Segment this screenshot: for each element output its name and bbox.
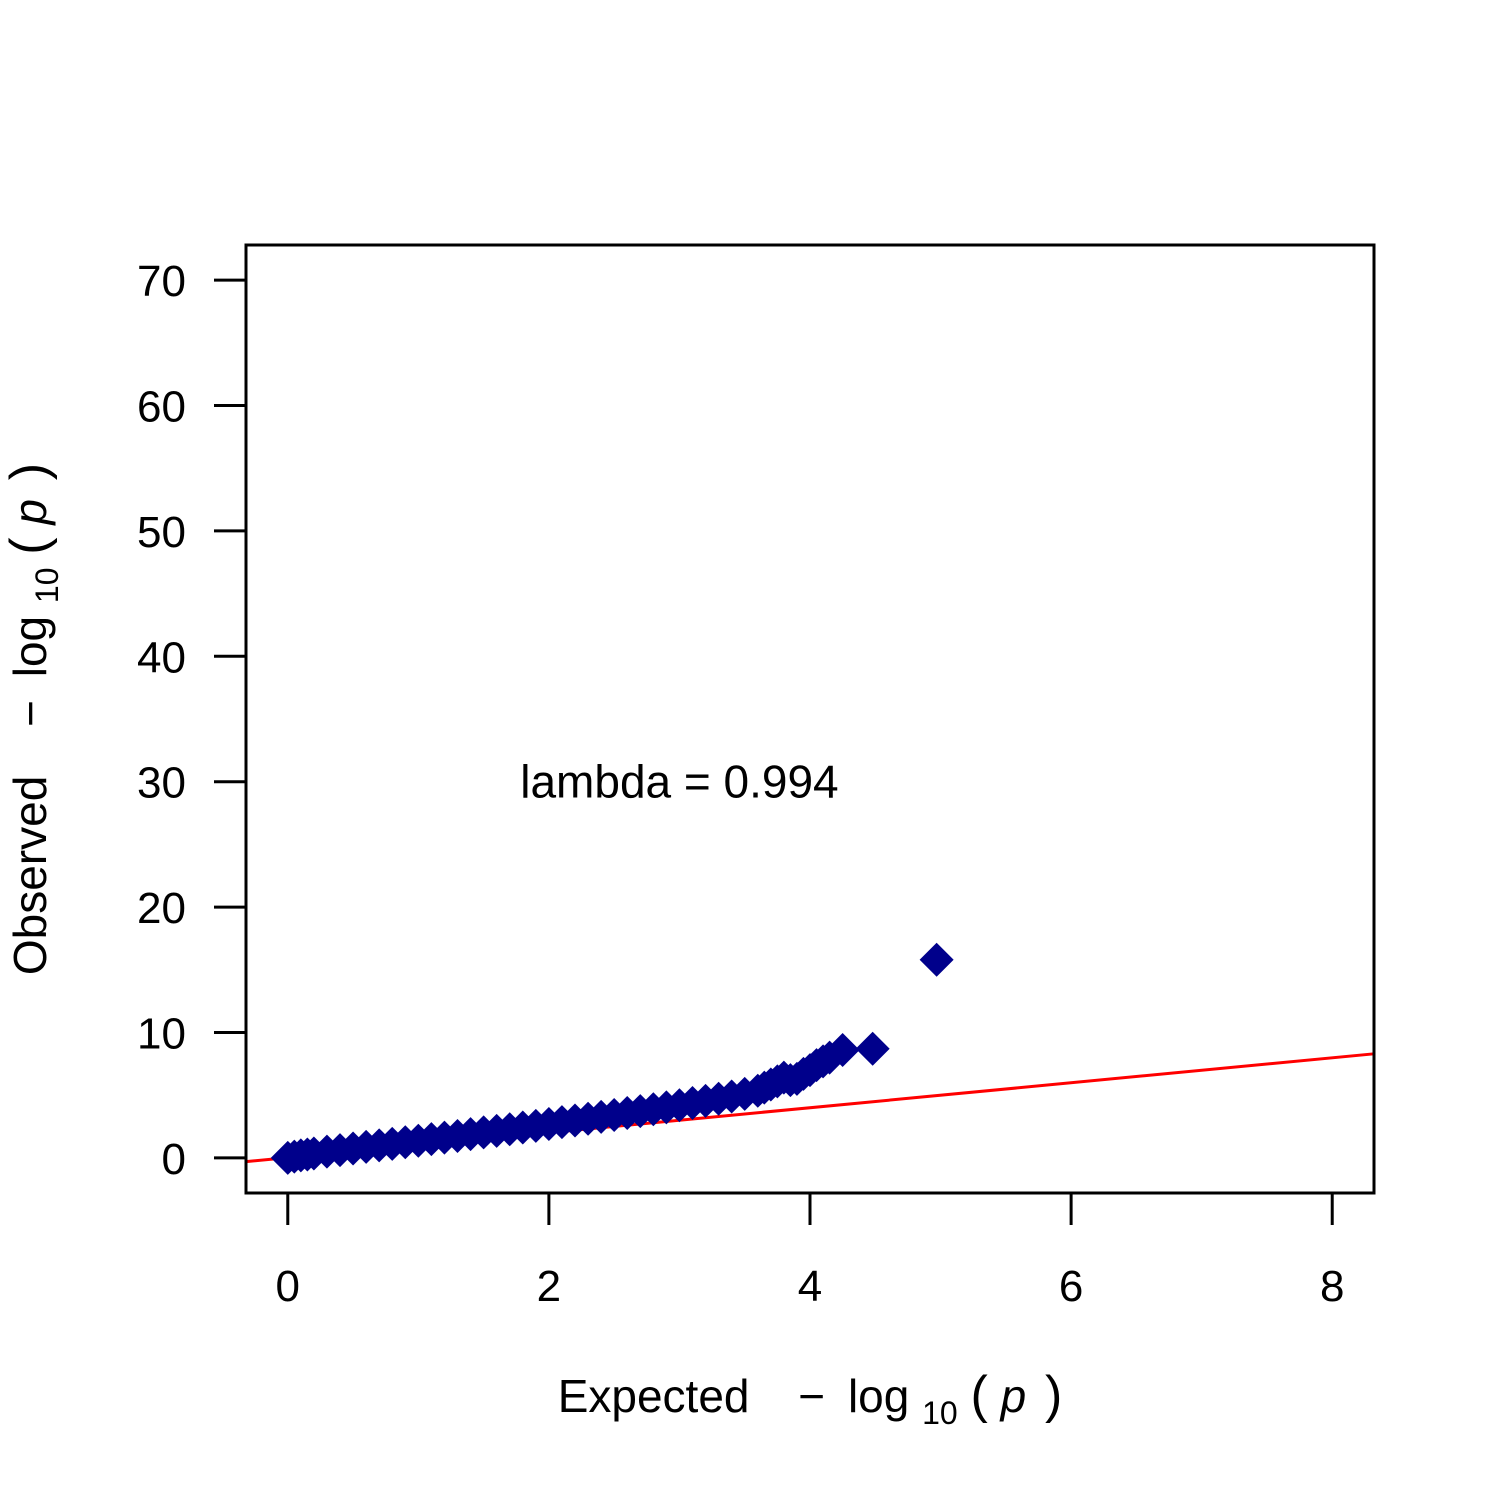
y-tick-label: 50 [137,508,186,557]
y-axis-title-prefix: Observed [4,776,56,975]
y-axis-title-variable: p [4,499,56,527]
y-tick-label: 30 [137,759,186,808]
data-point [919,942,954,977]
y-axis-title-minus: − [4,700,56,727]
y-tick-label: 20 [137,884,186,933]
data-point [825,1033,860,1068]
x-axis-title-log: log [848,1370,909,1422]
y-axis-title: Observed − log 10 ( p ) [0,463,68,975]
x-axis-title-prefix: Expected [558,1370,750,1422]
y-axis-title-open-paren: ( [0,537,58,555]
y-tick-label: 10 [137,1009,186,1058]
y-tick-label: 40 [137,633,186,682]
y-axis-title-subscript: 10 [29,567,65,603]
y-tick-label: 0 [162,1135,186,1184]
x-tick-label: 2 [537,1262,561,1311]
x-axis-title: Expected − log 10 ( p ) [558,1366,1063,1434]
x-axis-title-minus: − [798,1370,825,1422]
x-axis-title-open-paren: ( [970,1366,988,1424]
data-point [855,1031,890,1066]
y-axis-title-log: log [4,616,56,677]
y-axis-title-close-paren: ) [0,463,58,480]
lambda-annotation: lambda = 0.994 [520,756,838,808]
x-tick-label: 4 [798,1262,822,1311]
x-axis-title-close-paren: ) [1045,1366,1062,1424]
y-tick-label: 60 [137,383,186,432]
x-axis: 0 2 4 6 8 [276,1193,1344,1311]
x-tick-label: 0 [276,1262,300,1311]
x-tick-label: 6 [1059,1262,1083,1311]
x-tick-label: 8 [1320,1262,1344,1311]
y-tick-label: 70 [137,257,186,306]
points-layer [270,942,954,1175]
plot-frame [244,243,1376,1195]
x-axis-title-subscript: 10 [922,1395,958,1431]
x-axis-title-variable: p [999,1370,1027,1422]
y-axis: 0 10 20 30 40 50 60 70 [137,257,246,1184]
